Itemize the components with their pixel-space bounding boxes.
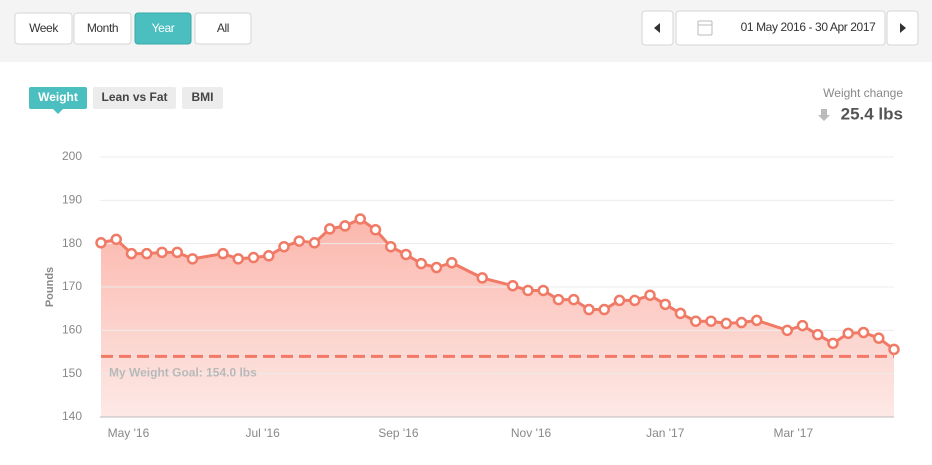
weight-point — [369, 224, 382, 236]
tab[interactable] — [182, 87, 223, 109]
weight-point — [278, 240, 290, 253]
tab-label: Lean vs Fat — [101, 90, 167, 104]
weight-point — [400, 248, 412, 261]
x-tick-label: Nov '16 — [511, 426, 552, 440]
next-icon — [900, 23, 906, 33]
weight-point — [324, 223, 336, 235]
y-axis-label: Pounds — [44, 267, 56, 307]
x-tick-label: Jul '16 — [245, 426, 280, 440]
weight-point — [415, 257, 427, 270]
range-button[interactable] — [194, 12, 252, 45]
tab[interactable] — [29, 87, 87, 109]
x-tick-label: Jan '17 — [646, 426, 685, 440]
x-tick-label: Mar '17 — [774, 426, 814, 440]
weight-point — [385, 240, 397, 253]
date-range: 01 May 2016 - 30 Apr 2017 — [741, 20, 876, 34]
weight-change-label: Weight change — [823, 86, 903, 100]
range-button[interactable] — [73, 12, 132, 45]
weight-point — [354, 213, 366, 225]
y-tick-label: 140 — [62, 409, 82, 423]
weight-point — [705, 315, 717, 327]
weight-point — [629, 294, 641, 307]
weight-point — [552, 293, 565, 306]
weight-point — [95, 237, 107, 249]
weight-point — [796, 319, 809, 332]
date-range-box[interactable] — [675, 10, 886, 46]
range-button[interactable] — [14, 12, 73, 45]
weight-point — [613, 294, 626, 307]
weight-point — [430, 261, 443, 274]
weight-point — [522, 284, 534, 297]
weight-point — [156, 246, 168, 259]
weight-point — [110, 233, 122, 246]
weight-point — [583, 303, 595, 316]
weight-point — [293, 235, 305, 247]
y-tick-label: 150 — [62, 366, 82, 380]
range-button-label: Year — [152, 21, 175, 35]
area — [101, 218, 894, 417]
weight-change-value: 25.4 lbs — [841, 104, 903, 123]
down-arrow — [818, 109, 830, 121]
x-tick-label: Sep '16 — [378, 426, 419, 440]
weight-point — [674, 307, 687, 320]
weight-point — [644, 289, 656, 301]
weight-point — [873, 332, 885, 344]
tab-label: Weight — [38, 90, 78, 104]
weight-point — [827, 337, 839, 350]
weight-point — [171, 246, 183, 259]
goal-label: My Weight Goal: 154.0 lbs — [109, 366, 257, 380]
prev-icon — [654, 23, 660, 33]
weight-point — [690, 315, 702, 327]
weight-point — [125, 247, 138, 260]
weight-point — [781, 324, 793, 337]
weight-point — [263, 250, 275, 262]
weight-point — [857, 326, 870, 339]
weight-point — [842, 327, 854, 340]
y-tick-label: 160 — [62, 323, 82, 337]
tab-label: BMI — [192, 90, 214, 104]
date-picker: 01 May 2016 - 30 Apr 2017 — [641, 10, 919, 46]
weight-point — [537, 284, 549, 297]
weight-point — [339, 220, 351, 232]
y-tick-label: 190 — [62, 193, 82, 207]
weight-point — [141, 247, 153, 260]
weight-point — [735, 316, 748, 329]
calendar-icon — [697, 20, 713, 36]
weight-point — [598, 303, 610, 316]
weight-point — [568, 293, 580, 306]
weight-point — [812, 328, 824, 341]
range-button[interactable] — [134, 12, 192, 45]
range-button-label: Week — [29, 21, 59, 35]
weight-point — [720, 317, 732, 330]
weight-point — [186, 253, 199, 265]
weight-point — [659, 298, 671, 311]
weight-point — [247, 251, 260, 264]
weight-point — [888, 343, 900, 356]
weight-point — [507, 279, 519, 292]
x-tick-label: May '16 — [108, 426, 150, 440]
weight-point — [232, 253, 244, 265]
y-tick-label: 200 — [62, 149, 82, 163]
y-tick-label: 170 — [62, 279, 82, 293]
weight-point — [751, 314, 763, 327]
weight-point — [476, 272, 488, 284]
weight-point — [308, 237, 321, 249]
weight-point — [217, 247, 229, 260]
tab[interactable] — [93, 87, 176, 109]
range-button-label: Month — [87, 21, 118, 35]
weight-point — [446, 256, 458, 269]
tab-notch — [53, 109, 63, 114]
range-button-label: All — [217, 21, 229, 35]
y-tick-label: 180 — [62, 236, 82, 250]
